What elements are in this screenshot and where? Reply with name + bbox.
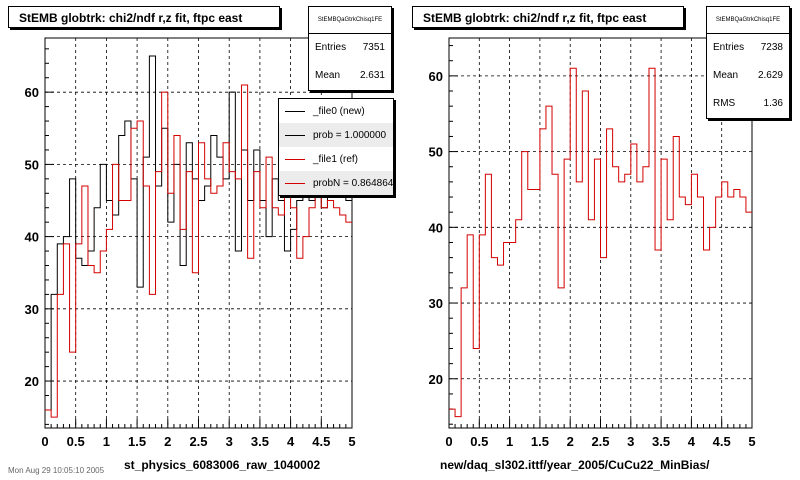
stats-label: Entries	[713, 42, 745, 53]
legend-label: probN = 0.864864	[313, 177, 394, 189]
right-stats-row: RMS 1.36	[707, 90, 789, 118]
stats-value: 7351	[362, 42, 385, 53]
stats-value: 1.36	[763, 98, 783, 109]
y-tick-label: 60	[25, 85, 39, 100]
legend-entry: _file1 (ref)	[279, 147, 393, 171]
x-tick-label: 1	[506, 434, 513, 449]
right-histogram: 0 0.5 1 1.5 2 2.5 3 3.5 4 4.5 5 20 30 40 50 60	[429, 37, 756, 449]
histogram-series	[45, 84, 352, 418]
right-x-axis-label: new/daq_sl302.ittf/year_2005/CuCu22_MinB…	[440, 458, 710, 472]
stats-label: Mean	[713, 70, 739, 81]
x-tick-label: 4.5	[713, 434, 731, 449]
x-tick-label: 4.5	[312, 434, 330, 449]
y-tick-label: 50	[429, 145, 443, 160]
right-stats-box: StEMBQaGtrkChisq1FE Entries 7238 Mean 2.…	[706, 6, 790, 119]
right-stats-row: Entries 7238	[707, 34, 789, 62]
y-tick-label: 50	[25, 157, 39, 172]
y-tick-label: 60	[429, 69, 443, 84]
right-stats-name: StEMBQaGtrkChisq1FE	[707, 7, 789, 34]
x-tick-label: 2	[164, 434, 171, 449]
legend-label: _file0 (new)	[313, 105, 365, 117]
histogram-series	[449, 67, 752, 418]
x-tick-label: 3.5	[652, 434, 670, 449]
left-chart-title: StEMB globtrk: chi2/ndf r,z fit, ftpc ea…	[8, 6, 280, 28]
left-x-axis-label: st_physics_6083006_raw_1040002	[124, 458, 321, 472]
x-tick-label: 1.5	[128, 434, 146, 449]
y-tick-label: 40	[25, 230, 39, 245]
stats-value: 2.631	[359, 70, 385, 81]
left-stats-name: StEMBQaGtrkChisq1FE	[309, 7, 391, 34]
left-stats-box: StEMBQaGtrkChisq1FE Entries 7351 Mean 2.…	[308, 6, 392, 91]
legend-line-icon	[285, 110, 305, 112]
x-tick-label: 2.5	[591, 434, 609, 449]
x-tick-label: 1.5	[531, 434, 549, 449]
stats-value: 7238	[760, 42, 783, 53]
x-tick-label: 5	[748, 434, 755, 449]
x-tick-label: 2.5	[189, 434, 207, 449]
right-chart-title: StEMB globtrk: chi2/ndf r,z fit, ftpc ea…	[412, 6, 684, 28]
footer-timestamp: Mon Aug 29 10:05:10 2005	[8, 466, 105, 475]
y-tick-label: 20	[429, 372, 443, 387]
left-stats-row: Entries 7351	[309, 34, 391, 62]
x-tick-label: 3	[226, 434, 233, 449]
legend-entry: probN = 0.864864	[279, 171, 393, 195]
right-stats-row: Mean 2.629	[707, 62, 789, 90]
x-tick-label: 5	[348, 434, 355, 449]
y-tick-label: 30	[25, 302, 39, 317]
left-legend: _file0 (new) prob = 1.000000 _file1 (ref…	[278, 98, 394, 196]
x-tick-label: 4	[688, 434, 696, 449]
x-tick-label: 0.5	[470, 434, 488, 449]
x-tick-label: 3	[627, 434, 634, 449]
x-tick-label: 2	[567, 434, 574, 449]
y-tick-label: 40	[429, 220, 443, 235]
x-tick-label: 4	[287, 434, 295, 449]
x-tick-label: 1	[103, 434, 110, 449]
x-tick-label: 3.5	[251, 434, 269, 449]
x-tick-label: 0	[41, 434, 48, 449]
stats-label: Entries	[315, 42, 347, 53]
legend-entry: _file0 (new)	[279, 99, 393, 123]
y-tick-label: 20	[25, 374, 39, 389]
x-tick-label: 0	[445, 434, 452, 449]
y-tick-label: 30	[429, 296, 443, 311]
legend-line-icon	[285, 158, 305, 160]
legend-line-icon	[285, 182, 305, 184]
left-stats-row: Mean 2.631	[309, 62, 391, 90]
stats-label: Mean	[315, 70, 341, 81]
stats-value: 2.629	[757, 70, 783, 81]
legend-line-icon	[285, 134, 305, 136]
stats-label: RMS	[713, 98, 736, 109]
x-tick-label: 0.5	[67, 434, 85, 449]
legend-label: prob = 1.000000	[313, 129, 387, 141]
legend-entry: prob = 1.000000	[279, 123, 393, 147]
legend-label: _file1 (ref)	[313, 153, 359, 165]
